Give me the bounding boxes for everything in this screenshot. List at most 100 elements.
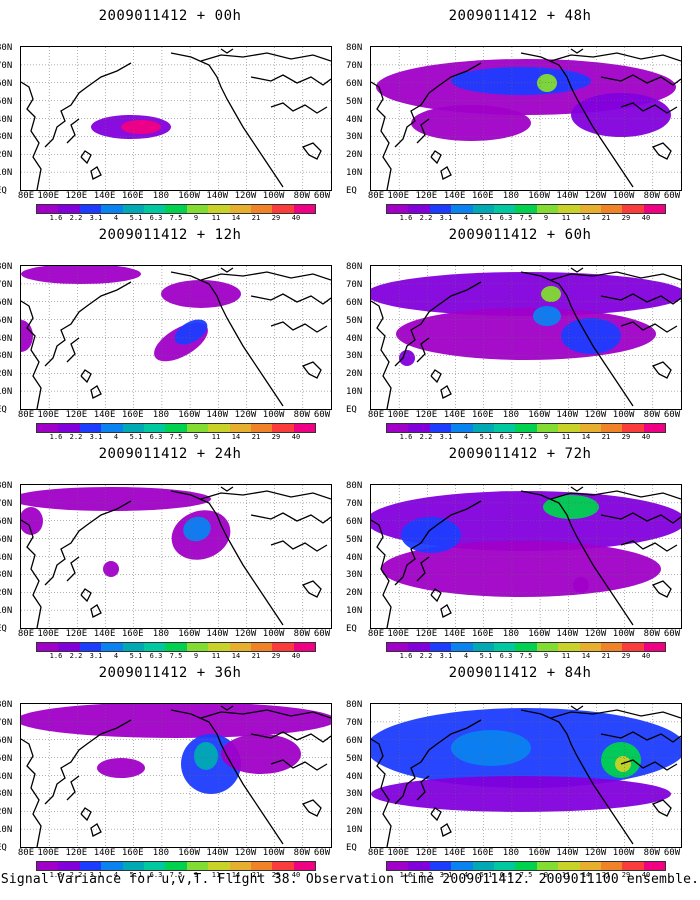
latitude-label: 80N	[0, 262, 13, 272]
longitude-label: 140W	[556, 848, 579, 858]
colorbar	[386, 423, 666, 433]
coastline	[440, 823, 452, 837]
colorbar-label: 9	[193, 433, 199, 441]
longitude-label: 140W	[556, 629, 579, 639]
colorbar-label: 21	[601, 871, 611, 879]
colorbar-swatch	[165, 424, 187, 432]
colorbar-label: 9	[193, 652, 199, 660]
colorbar-label: 4	[113, 433, 119, 441]
coastline	[620, 540, 678, 552]
colorbar-swatch	[579, 205, 601, 213]
longitude-label: 140W	[206, 191, 229, 201]
colorbar-label: 40	[291, 214, 301, 222]
latitude-label: 80N	[0, 481, 13, 491]
longitude-label: 60W	[663, 191, 681, 201]
variance-region	[371, 272, 681, 316]
colorbar-label: 7.5	[169, 214, 183, 222]
colorbar-label: 1.6	[399, 214, 413, 222]
map-panel: 2009011412 + 36h 80N 70N 60N 50N 40N 30N 20N 10N…	[0, 665, 340, 879]
colorbar-swatch	[143, 643, 166, 651]
coastline	[270, 321, 328, 333]
longitude-label: 140E	[93, 410, 116, 420]
coastline	[80, 807, 92, 822]
latitude-label: 10N	[0, 606, 13, 617]
coastline	[520, 271, 634, 407]
variance-region	[573, 577, 589, 593]
longitude-label: 80W	[643, 629, 660, 639]
coastline	[90, 166, 102, 180]
colorbar-label: 11	[561, 214, 571, 222]
coastline	[570, 267, 584, 273]
variance-region	[103, 561, 119, 577]
coastline	[570, 486, 584, 492]
panel-title: 2009011412 + 72h	[448, 446, 592, 462]
latitude-label: 80N	[346, 700, 363, 710]
map-panel: 2009011412 + 12h 80N 70N 60N 50N 40N 30N 20N 10N…	[0, 227, 340, 441]
latitude-label: 10N	[346, 168, 363, 179]
latitude-label: 40N	[346, 114, 363, 125]
longitude-label: 80E	[17, 848, 35, 858]
colorbar-swatch	[37, 424, 59, 432]
longitude-label: 80E	[17, 410, 35, 420]
latitude-label: 10N	[0, 825, 13, 836]
colorbar-swatch	[622, 205, 644, 213]
longitude-label: 120W	[584, 848, 607, 858]
colorbar-label: 21	[251, 433, 261, 441]
colorbar-label: 6.3	[499, 214, 513, 222]
colorbar-swatch	[272, 862, 294, 870]
longitude-label: 160E	[471, 410, 494, 420]
colorbar-label: 9	[543, 214, 549, 222]
colorbar-label: 5.1	[479, 433, 493, 441]
colorbar-label: 11	[561, 871, 571, 879]
longitude-label: 100E	[387, 629, 410, 639]
longitude-label: 100W	[262, 191, 285, 201]
coastline	[600, 293, 681, 305]
colorbar-swatch	[493, 424, 516, 432]
colorbar-label: 4	[113, 652, 119, 660]
colorbar-swatch	[101, 205, 123, 213]
variance-region	[183, 516, 211, 542]
longitude-label: 160E	[471, 848, 494, 858]
latitude-label: 30N	[346, 570, 363, 581]
colorbar-label: 3.1	[439, 433, 453, 441]
colorbar-label: 6.3	[149, 871, 163, 879]
colorbar-swatch	[643, 424, 666, 432]
latitude-label: 40N	[0, 552, 13, 563]
coastline	[600, 74, 681, 86]
colorbar-label: 29	[621, 214, 631, 222]
variance-region	[561, 318, 621, 354]
coastline	[371, 81, 392, 190]
colorbar-swatch	[208, 862, 230, 870]
colorbar-label: 5.1	[129, 871, 143, 879]
longitude-label: 80W	[293, 629, 310, 639]
longitude-label: 100W	[612, 629, 635, 639]
colorbar	[36, 204, 316, 214]
colorbar-swatch	[165, 862, 187, 870]
map-panel: 2009011412 + 24h 80N 70N 60N 50N 40N 30N 20N 10N…	[0, 446, 340, 660]
longitude-label: 120W	[584, 629, 607, 639]
map-panel: 2009011412 + 48h 80N 70N 60N 50N 40N 30N 20N 10N…	[346, 8, 690, 222]
latitude-label: 40N	[0, 771, 13, 782]
colorbar-swatch	[515, 643, 537, 651]
longitude-label: 60W	[313, 191, 331, 201]
colorbar-label: 14	[231, 214, 241, 222]
longitude-label: 80W	[293, 191, 310, 201]
longitude-label: 140W	[206, 848, 229, 858]
longitude-label: 180	[502, 410, 520, 420]
latitude-label: 30N	[0, 132, 13, 143]
coastline	[66, 337, 80, 363]
longitude-label: 100E	[387, 848, 410, 858]
colorbar-swatch	[536, 643, 559, 651]
colorbar-label: 3.1	[439, 871, 453, 879]
coastline	[170, 490, 284, 626]
colorbar-label: 40	[641, 433, 651, 441]
colorbar-label: 1.6	[49, 214, 63, 222]
colorbar-swatch	[229, 862, 251, 870]
coastline	[250, 731, 331, 743]
panel-title: 2009011412 + 84h	[448, 665, 592, 681]
map-panel: 2009011412 + 60h 80N 70N 60N 50N 40N 30N 20N 10N…	[346, 227, 690, 441]
colorbar-swatch	[58, 862, 80, 870]
colorbar-label: 5.1	[129, 433, 143, 441]
colorbar-label: 1.6	[399, 433, 413, 441]
coastline	[220, 705, 234, 711]
